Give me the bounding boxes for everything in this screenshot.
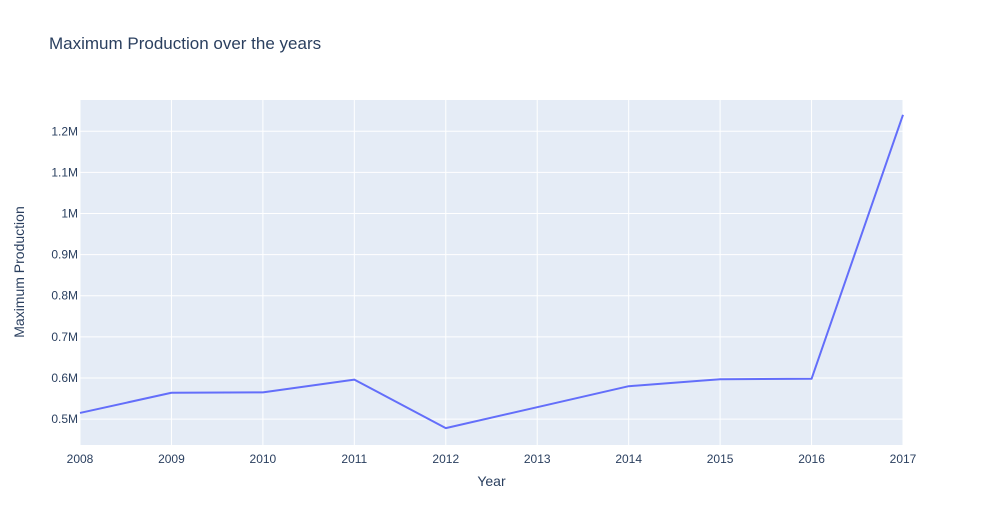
x-tick-label: 2011 — [341, 452, 367, 466]
x-tick-label: 2010 — [250, 452, 277, 466]
y-tick-label: 0.6M — [51, 371, 78, 385]
data-point — [78, 411, 82, 415]
x-tick-label: 2016 — [798, 452, 825, 466]
x-tick-label: 2008 — [67, 452, 94, 466]
x-tick-label: 2017 — [890, 452, 917, 466]
y-tick-label: 0.5M — [51, 412, 78, 426]
x-axis-title: Year — [477, 473, 506, 489]
y-tick-label: 0.9M — [51, 248, 78, 262]
y-axis-title: Maximum Production — [11, 206, 27, 338]
data-point — [627, 384, 631, 388]
x-tick-label: 2013 — [524, 452, 551, 466]
data-point — [810, 377, 814, 381]
y-tick-label: 1.2M — [51, 124, 78, 138]
y-tick-label: 1M — [61, 206, 78, 220]
x-tick-label: 2014 — [615, 452, 642, 466]
data-point — [352, 378, 356, 382]
data-point — [718, 377, 722, 381]
data-point — [169, 391, 173, 395]
data-point — [901, 113, 905, 117]
x-tick-label: 2012 — [432, 452, 459, 466]
data-point — [535, 405, 539, 409]
x-tick-label: 2015 — [707, 452, 734, 466]
data-point — [444, 426, 448, 430]
x-tick-label: 2009 — [158, 452, 185, 466]
y-tick-label: 1.1M — [51, 165, 78, 179]
y-tick-label: 0.7M — [51, 330, 78, 344]
y-tick-label: 0.8M — [51, 289, 78, 303]
data-point — [261, 390, 265, 394]
